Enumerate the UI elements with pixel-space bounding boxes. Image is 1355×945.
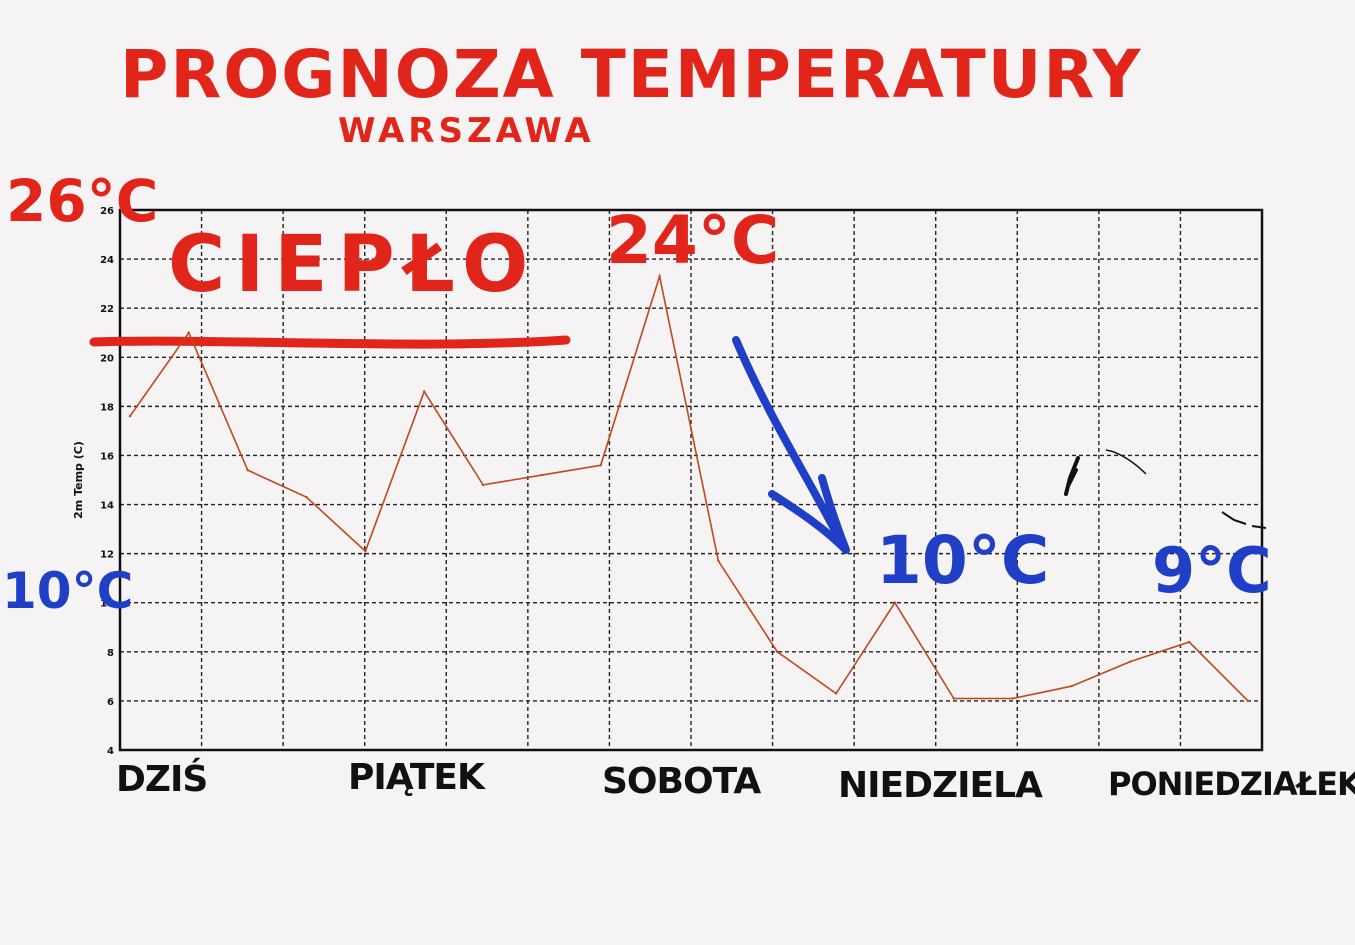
day-label-sunday: NIEDZIELA (838, 765, 1043, 806)
annotation-peak-temp: 24°C (606, 202, 780, 279)
y-tick-label: 12 (100, 550, 114, 561)
data-point (187, 331, 191, 334)
y-tick-label: 22 (100, 304, 114, 315)
arrow-head (768, 474, 850, 554)
data-point (893, 601, 897, 604)
y-axis-label: 2m Temp (C) (72, 441, 85, 519)
data-point (658, 275, 661, 278)
annotation-low-temp: 10°C (2, 562, 134, 620)
pen-scribble (1221, 511, 1267, 529)
data-point (1011, 697, 1014, 700)
data-point (540, 473, 544, 477)
data-point (423, 390, 426, 393)
data-point (834, 692, 838, 695)
warm-note: CIEPŁO (168, 220, 539, 310)
annotation-monday-temp: 9°C (1152, 534, 1272, 607)
data-point (1070, 684, 1073, 688)
data-point (481, 483, 485, 487)
data-point (1129, 660, 1132, 663)
y-tick-label: 8 (107, 648, 114, 659)
y-tick-label: 14 (100, 501, 114, 512)
data-point (128, 414, 132, 418)
chart-title: PROGNOZA TEMPERATURY (120, 36, 1143, 113)
y-tick-label: 16 (100, 451, 114, 462)
y-tick-label: 6 (107, 697, 114, 708)
data-point (1187, 640, 1191, 644)
data-point (717, 559, 720, 563)
arrow-shaft (732, 336, 848, 552)
y-tick-label: 24 (100, 255, 114, 266)
y-tick-label: 4 (107, 746, 114, 757)
data-point (364, 549, 367, 553)
annotation-sunday-temp: 10°C (876, 522, 1050, 599)
plot-frame (118, 208, 1264, 752)
pen-scribble (1064, 456, 1080, 496)
annotation-top-temp: 26°C (6, 167, 159, 235)
data-point (305, 495, 308, 499)
pen-scribble (1105, 449, 1147, 475)
data-point (1246, 699, 1250, 703)
data-point (952, 697, 955, 700)
y-tick-label: 20 (100, 353, 114, 364)
y-tick-label: 18 (100, 402, 114, 413)
day-label-monday: PONIEDZIAŁEK (1108, 765, 1355, 803)
y-tick-label: 10 (100, 599, 114, 610)
data-point (776, 650, 779, 654)
data-point (246, 468, 249, 472)
warm-underline (89, 335, 571, 349)
y-tick-label: 26 (100, 206, 114, 217)
data-point (599, 464, 602, 467)
chart-subtitle: WARSZAWA (338, 111, 595, 151)
temperature-series-line (129, 273, 1249, 702)
day-label-saturday: SOBOTA (602, 761, 761, 802)
day-label-friday: PIĄTEK (348, 757, 485, 798)
day-label-today: DZIŚ (116, 759, 208, 800)
